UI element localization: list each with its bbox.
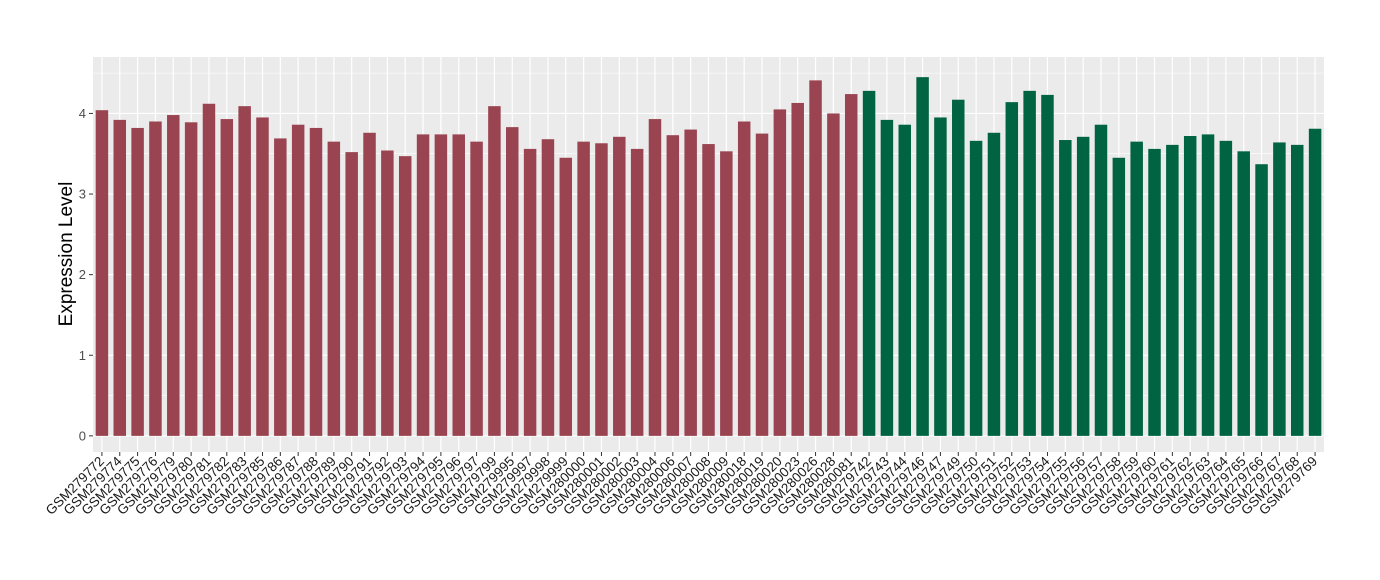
bar-GSM280001 <box>595 143 608 436</box>
bar-GSM279796 <box>452 134 465 436</box>
bar-GSM280003 <box>630 148 644 436</box>
bar-GSM279766 <box>1255 164 1268 436</box>
bar-GSM279997 <box>523 148 537 436</box>
bar-GSM279764 <box>1219 140 1233 436</box>
bar-GSM279998 <box>541 139 555 436</box>
bar-GSM279790 <box>345 152 358 436</box>
bar-GSM280007 <box>684 129 697 436</box>
bar-GSM279758 <box>1112 157 1126 436</box>
bar-GSM279747 <box>934 117 947 436</box>
bar-GSM279759 <box>1130 141 1143 436</box>
bar-GSM280081 <box>844 94 858 436</box>
bar-GSM280026 <box>809 80 822 436</box>
bar-GSM279799 <box>488 106 501 436</box>
bar-GSM280008 <box>702 144 715 436</box>
bar-GSM279752 <box>1005 102 1019 436</box>
bar-GSM279793 <box>398 156 412 436</box>
bar-GSM279750 <box>969 140 983 436</box>
bar-GSM279749 <box>952 99 965 436</box>
bar-GSM279788 <box>309 127 323 436</box>
bar-GSM279751 <box>987 132 1001 436</box>
bar-GSM279776 <box>149 121 162 436</box>
bar-GSM279762 <box>1183 136 1197 436</box>
bar-GSM279768 <box>1290 144 1304 436</box>
bar-GSM279779 <box>167 115 180 436</box>
bar-GSM279792 <box>381 150 394 436</box>
bar-GSM279754 <box>1041 94 1054 436</box>
bar-GSM279772 <box>95 110 109 436</box>
bar-GSM279765 <box>1237 151 1250 436</box>
bar-GSM280018 <box>737 121 751 436</box>
bar-GSM280028 <box>827 113 840 436</box>
bar-GSM279785 <box>256 117 269 436</box>
y-axis-title: Expression Level <box>56 182 77 327</box>
y-tick-label: 0 <box>79 428 86 443</box>
bar-GSM280006 <box>666 135 680 436</box>
bar-GSM279767 <box>1273 142 1286 436</box>
bar-GSM279995 <box>506 127 519 436</box>
y-tick-label: 3 <box>79 187 86 202</box>
x-axis: GSM279772GSM279774GSM279775GSM279776GSM2… <box>43 452 1320 518</box>
bar-GSM279746 <box>916 77 929 436</box>
bar-GSM279775 <box>131 127 144 436</box>
bar-GSM279761 <box>1166 144 1179 436</box>
y-tick-label: 2 <box>79 267 86 282</box>
bar-GSM279743 <box>880 119 894 436</box>
bar-GSM279999 <box>559 157 573 436</box>
bar-GSM280002 <box>613 136 626 436</box>
bar-GSM279755 <box>1059 140 1072 436</box>
bar-GSM279757 <box>1094 124 1108 436</box>
bar-GSM279780 <box>184 122 198 436</box>
bar-GSM280004 <box>648 119 662 436</box>
bar-GSM279795 <box>434 134 448 436</box>
bar-GSM279794 <box>416 134 430 436</box>
bar-GSM279786 <box>274 138 287 436</box>
bar-GSM279782 <box>220 119 234 436</box>
bar-GSM280019 <box>755 133 769 436</box>
y-axis: 0 1 2 3 4 <box>79 106 93 443</box>
bar-GSM279753 <box>1023 90 1036 436</box>
bar-GSM279787 <box>291 124 305 436</box>
bar-GSM280000 <box>577 141 590 436</box>
bar-GSM279774 <box>113 119 127 436</box>
bar-GSM279769 <box>1308 128 1322 436</box>
y-tick-label: 4 <box>79 106 86 121</box>
bar-GSM279781 <box>202 103 216 436</box>
bar-GSM280023 <box>791 102 804 436</box>
bar-GSM279789 <box>327 141 341 436</box>
y-tick-label: 1 <box>79 348 86 363</box>
bar-GSM279744 <box>898 124 911 436</box>
bar-GSM279760 <box>1148 148 1161 436</box>
bar-GSM279763 <box>1201 134 1215 436</box>
bars <box>95 77 1322 436</box>
bar-GSM280020 <box>773 109 787 436</box>
bar-GSM279742 <box>862 90 876 436</box>
bar-GSM279783 <box>238 106 251 436</box>
bar-GSM279756 <box>1076 136 1090 436</box>
bar-GSM279791 <box>363 132 376 436</box>
bar-GSM280009 <box>720 151 733 436</box>
bar-GSM279797 <box>470 141 483 436</box>
